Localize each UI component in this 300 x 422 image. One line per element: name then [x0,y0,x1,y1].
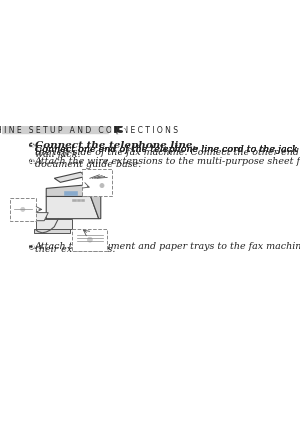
Text: Connect one end of the telephone line cord to the jack labeled LINE on: Connect one end of the telephone line co… [35,145,300,154]
Bar [76,199,80,201]
Polygon shape [54,172,87,182]
Circle shape [21,207,25,211]
Bar [10,168,115,238]
Text: document guide base.: document guide base. [35,160,141,169]
Circle shape [30,159,34,163]
Text: Connect one end of the telephone line cord to the jack labeled: Connect one end of the telephone line co… [35,145,300,154]
Bar [81,199,84,201]
Text: 3: 3 [29,141,34,150]
Text: wall jack.: wall jack. [35,150,80,160]
Bar [73,199,76,201]
Bar [112,126,123,133]
Circle shape [87,237,92,242]
Bar [64,191,76,195]
Circle shape [100,184,104,187]
Polygon shape [36,219,73,229]
Text: F A X   M A C H I N E   S E T U P   A N D   C O N N E C T I O N S: F A X M A C H I N E S E T U P A N D C O … [0,126,178,135]
Bar [2,126,123,133]
Text: Connect the telephone line.: Connect the telephone line. [35,141,196,150]
Circle shape [30,245,34,249]
Text: 13: 13 [107,123,128,138]
Text: the left side of the fax machine. Connect the other end to a modular: the left side of the fax machine. Connec… [35,148,300,157]
Polygon shape [34,229,70,233]
Bar [73,229,107,251]
Text: Attach the wire extensions to the multi-purpose sheet feeder and to the: Attach the wire extensions to the multi-… [35,157,300,166]
Text: 4: 4 [29,157,34,166]
Text: 5: 5 [29,243,34,252]
Text: Connect one end of the telephone line cord to the jack labeled: Connect one end of the telephone line co… [35,145,300,154]
Text: Attach the document and paper trays to the fax machine and pull out: Attach the document and paper trays to t… [35,243,300,252]
Polygon shape [91,192,101,219]
Text: their extensions.: their extensions. [35,245,115,254]
Circle shape [30,143,34,147]
Text: Connect one end of the telephone line cord to the jack labeled LINE: Connect one end of the telephone line co… [35,145,300,154]
Polygon shape [46,184,93,197]
Bar [82,169,112,196]
Polygon shape [28,213,48,221]
Polygon shape [46,197,99,219]
Bar [10,198,36,221]
